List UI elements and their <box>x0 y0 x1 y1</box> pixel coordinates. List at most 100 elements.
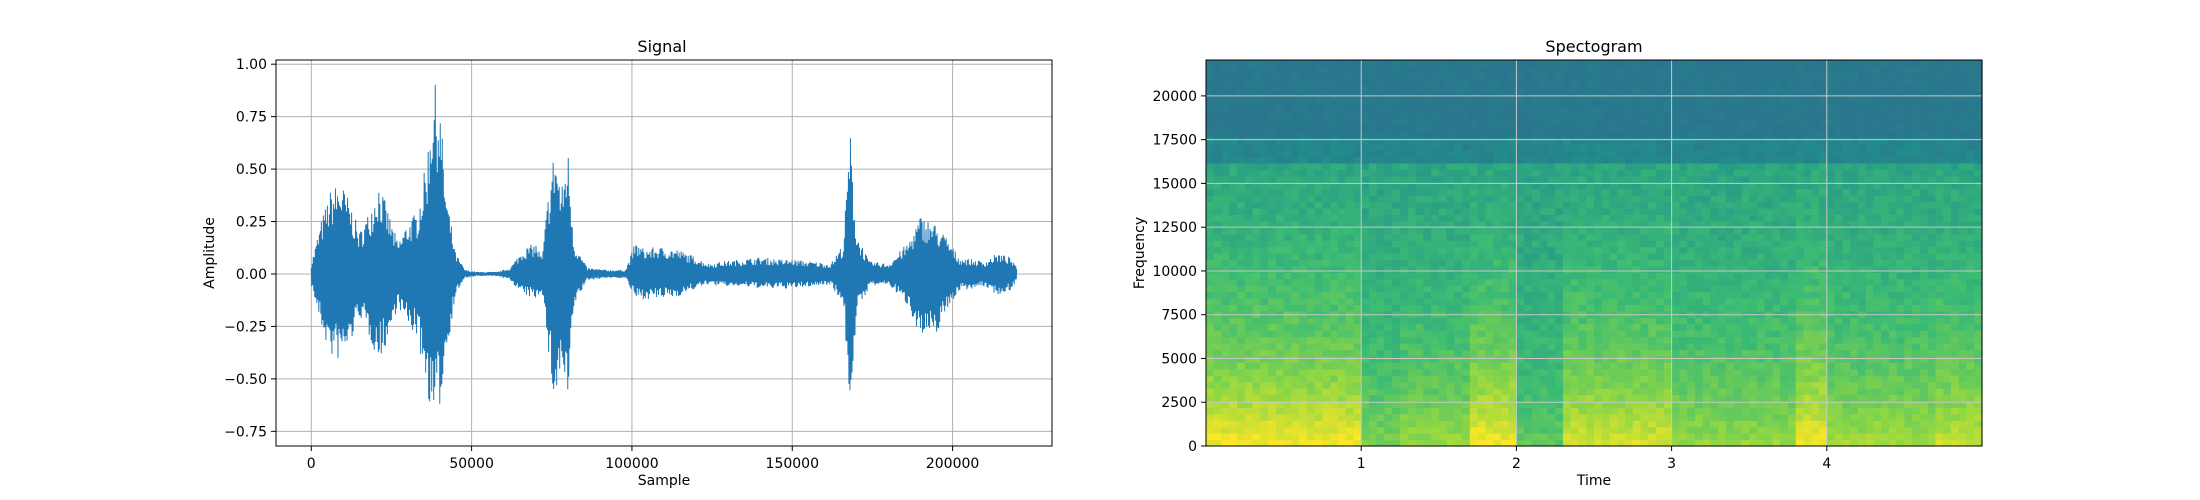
spectrogram-cell <box>1368 188 1378 196</box>
spectrogram-cell <box>1524 439 1533 447</box>
spectrogram-cell <box>1229 188 1238 196</box>
spectrogram-cell <box>1671 336 1680 344</box>
spectrogram-cell <box>1415 362 1424 370</box>
spectrogram-cell <box>1764 137 1774 145</box>
spectrogram-cell <box>1469 124 1479 132</box>
spectrogram-cell <box>1733 66 1743 74</box>
spectrogram-cell <box>1500 400 1510 408</box>
spectrogram-cell <box>1725 105 1735 113</box>
spectrogram-cell <box>1702 355 1711 363</box>
spectrogram-cell <box>1337 375 1347 383</box>
spectrogram-cell <box>1524 362 1533 370</box>
spectrogram-cell <box>1687 227 1696 235</box>
spectrogram-cell <box>1407 388 1417 396</box>
spectrogram-cell <box>1547 130 1556 138</box>
spectrogram-cell <box>1539 265 1549 273</box>
spectrogram-cell <box>1423 156 1432 164</box>
spectrogram-cell <box>1376 433 1386 441</box>
spectrogram-cell <box>1547 214 1556 222</box>
spectrogram-cell <box>1811 201 1820 209</box>
spectrogram-cell <box>1578 343 1587 351</box>
spectrogram-cell <box>1462 336 1471 344</box>
spectrogram-cell <box>1547 426 1556 434</box>
spectrogram-cell <box>1469 169 1479 177</box>
spectrogram-cell <box>1500 105 1510 113</box>
spectrogram-cell <box>1578 388 1587 396</box>
spectrogram-cell <box>1710 304 1719 312</box>
spectrogram-cell <box>1384 394 1393 402</box>
spectrogram-cell <box>1345 420 1355 428</box>
spectrogram-cell <box>1462 407 1471 415</box>
spectrogram-cell <box>1206 336 1215 344</box>
spectrogram-cell <box>1601 162 1611 170</box>
spectrogram-cell <box>1640 214 1649 222</box>
spectrogram-cell <box>1407 265 1417 273</box>
spectrogram-cell <box>1376 66 1386 74</box>
spectrogram-cell <box>1718 272 1727 280</box>
spectrogram-cell <box>1485 117 1494 125</box>
spectrogram-cell <box>1617 175 1626 183</box>
spectrogram-cell <box>1656 137 1665 145</box>
spectrogram-cell <box>1438 72 1448 80</box>
spectrogram-cell <box>1477 233 1486 241</box>
spectrogram-cell <box>1462 368 1471 376</box>
spectrogram-cell <box>1671 259 1680 267</box>
spectrogram-cell <box>1306 317 1316 325</box>
spectrogram-cell <box>1275 117 1285 125</box>
spectrogram-cell <box>1500 143 1510 151</box>
spectrogram-cell <box>1229 426 1238 434</box>
spectrogram-cell <box>1454 79 1463 87</box>
spectrogram-cell <box>1229 117 1238 125</box>
spectrogram-cell <box>1268 298 1277 306</box>
spectrogram-cell <box>1586 388 1595 396</box>
spectrogram-cell <box>1772 368 1781 376</box>
spectrogram-cell <box>1299 214 1308 222</box>
spectrogram-cell <box>1772 143 1781 151</box>
spectrogram-cell <box>1586 317 1595 325</box>
spectrogram-cell <box>1407 426 1417 434</box>
spectrogram-cell <box>1462 413 1471 421</box>
spectrogram-cell <box>1423 188 1432 196</box>
spectrogram-cell <box>1407 330 1417 338</box>
spectrogram-cell <box>1407 298 1417 306</box>
spectrogram-cell <box>1803 143 1812 151</box>
spectrogram-cell <box>1601 137 1611 145</box>
spectrogram-cell <box>1539 117 1549 125</box>
spectrogram-cell <box>1376 175 1386 183</box>
spectrogram-cell <box>1462 130 1471 138</box>
spectrogram-cell <box>1586 227 1595 235</box>
spectrogram-cell <box>1500 291 1510 299</box>
spectrogram-cell <box>1275 362 1285 370</box>
spectrogram-cell <box>1811 272 1820 280</box>
spectrogram-cell <box>1749 413 1758 421</box>
spectrogram-cell <box>1741 150 1750 158</box>
spectrogram-cell <box>1671 85 1680 93</box>
spectrogram-cell <box>1485 227 1494 235</box>
spectrogram-cell <box>1741 214 1750 222</box>
spectrogram-cell <box>1469 375 1479 383</box>
spectrogram-cell <box>1213 368 1223 376</box>
spectrogram-cell <box>1438 137 1448 145</box>
spectrogram-cell <box>1601 195 1611 203</box>
spectrogram-cell <box>1213 394 1223 402</box>
spectrogram-cell <box>1229 285 1238 293</box>
spectrogram-cell <box>1687 330 1696 338</box>
spectrogram-cell <box>1562 420 1572 428</box>
spectrogram-cell <box>1469 227 1479 235</box>
spectrogram-cell <box>1485 60 1494 68</box>
spectrogram-cell <box>1772 156 1781 164</box>
spectrogram-cell <box>1368 214 1378 222</box>
spectrogram-cell <box>1368 105 1378 113</box>
spectrogram-cell <box>1586 368 1595 376</box>
spectrogram-cell <box>1625 188 1634 196</box>
spectrogram-cell <box>1625 162 1634 170</box>
spectrogram-cell <box>1826 207 1836 215</box>
spectrogram-cell <box>1826 323 1836 331</box>
spectrogram-cell <box>1446 240 1455 248</box>
spectrogram-cell <box>1508 66 1517 74</box>
spectrogram-cell <box>1353 143 1362 151</box>
spectrogram-cell <box>1811 143 1820 151</box>
spectrogram-cell <box>1531 394 1541 402</box>
spectrogram-cell <box>1376 150 1386 158</box>
spectrogram-cell <box>1819 304 1828 312</box>
